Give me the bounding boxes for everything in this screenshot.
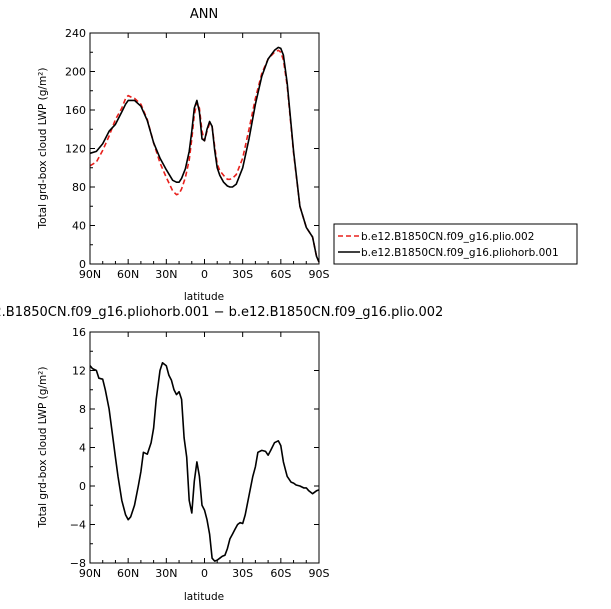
top-y-tick-label: 80 [72, 181, 86, 194]
bottom-x-tick-label: 60N [117, 567, 139, 580]
bottom-panel-title: b.e12.B1850CN.f09_g16.pliohorb.001 − b.e… [0, 305, 443, 320]
top-x-tick-labels: 90N 60N 30N 0 30S 60S 90S [79, 268, 330, 281]
bottom-x-tick-label: 90S [309, 567, 330, 580]
bottom-y-tick-label: 4 [79, 442, 86, 455]
top-panel-title: ANN [190, 7, 218, 22]
top-series-line-1 [89, 46, 320, 263]
bottom-x-tick-labels: 90N 60N 30N 0 30S 60S 90S [79, 567, 330, 580]
top-panel: ANN 90N 60N 30N 0 30S 60S 90S 0 40 80 120 160 200 24… [37, 7, 330, 303]
top-y-axis-label: Total grd-box cloud LWP (g/m²) [37, 68, 49, 230]
bottom-plot-frame [89, 331, 320, 564]
top-plot-frame [89, 32, 320, 265]
bottom-y-tick-label: 0 [79, 480, 86, 493]
bottom-series-line-0 [89, 361, 320, 562]
bottom-y-tick-label: 12 [72, 365, 86, 378]
legend: b.e12.B1850CN.f09_g16.plio.002 b.e12.B18… [333, 223, 578, 265]
bottom-x-tick-label: 30N [155, 567, 177, 580]
legend-label-plio: b.e12.B1850CN.f09_g16.plio.002 [361, 231, 534, 243]
bottom-x-tick-label: 30S [232, 567, 253, 580]
bottom-x-tick-label: 0 [201, 567, 208, 580]
top-y-tick-label: 240 [65, 27, 86, 40]
top-y-tick-label: 120 [65, 143, 86, 156]
top-y-tick-labels: 0 40 80 120 160 200 240 [65, 27, 86, 271]
bottom-y-tick-label: 16 [72, 326, 86, 339]
bottom-y-tick-label: 8 [79, 403, 86, 416]
bottom-y-tick-label: −8 [70, 557, 86, 570]
bottom-y-axis-label: Total grd-box cloud LWP (g/m²) [37, 367, 49, 529]
bottom-panel: b.e12.B1850CN.f09_g16.pliohorb.001 − b.e… [0, 305, 443, 603]
bottom-tick-marks [89, 331, 320, 564]
top-y-tick-label: 40 [72, 220, 86, 233]
bottom-x-tick-label: 60S [270, 567, 291, 580]
top-x-tick-label: 30N [155, 268, 177, 281]
bottom-series-group [89, 361, 320, 562]
bottom-y-tick-label: −4 [70, 519, 86, 532]
bottom-y-tick-labels: −8 −4 0 4 8 12 16 [70, 326, 86, 570]
legend-box [333, 223, 578, 265]
bottom-x-axis-label: latitude [184, 591, 224, 603]
top-series-line-0 [89, 49, 320, 263]
legend-label-pliohorb: b.e12.B1850CN.f09_g16.pliohorb.001 [361, 247, 559, 259]
top-y-tick-label: 160 [65, 104, 86, 117]
top-x-tick-label: 60S [270, 268, 291, 281]
bottom-x-tick-label: 90N [79, 567, 101, 580]
top-series-group [89, 46, 320, 263]
top-x-axis-label: latitude [184, 291, 224, 303]
top-x-tick-label: 90S [309, 268, 330, 281]
top-x-tick-label: 60N [117, 268, 139, 281]
top-y-tick-label: 0 [79, 258, 86, 271]
top-x-tick-label: 30S [232, 268, 253, 281]
top-x-tick-label: 90N [79, 268, 101, 281]
top-y-tick-label: 200 [65, 66, 86, 79]
top-x-tick-label: 0 [201, 268, 208, 281]
